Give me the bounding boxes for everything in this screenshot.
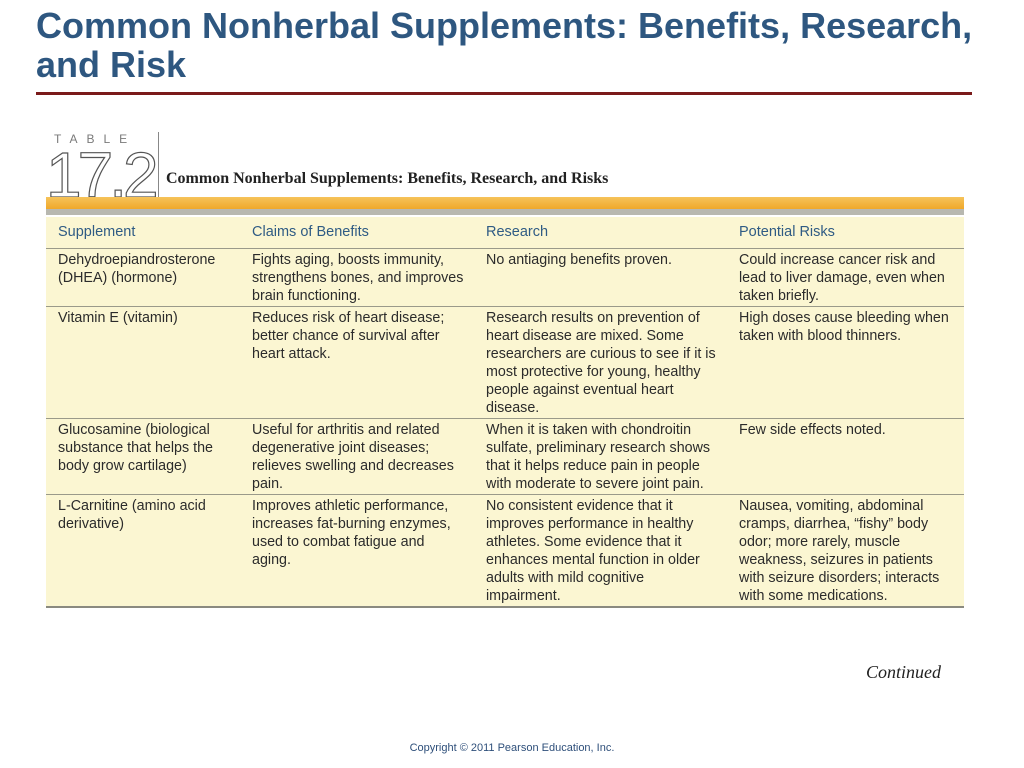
cell-claims: Improves athletic performance, increases… [240, 494, 474, 608]
supplements-table: Supplement Claims of Benefits Research P… [46, 217, 964, 608]
table-row: Dehydroepiandrosterone (DHEA) (hormone) … [46, 248, 964, 307]
table-header-row: Supplement Claims of Benefits Research P… [46, 217, 964, 249]
title-divider [36, 92, 972, 95]
cell-supplement: L-Carnitine (amino acid derivative) [46, 494, 240, 608]
table-header-divider [158, 132, 159, 212]
cell-claims: Reduces risk of heart disease; better ch… [240, 306, 474, 419]
table-row: L-Carnitine (amino acid derivative) Impr… [46, 494, 964, 608]
cell-risks: High doses cause bleeding when taken wit… [727, 306, 964, 419]
cell-research: No antiaging benefits proven. [474, 248, 727, 307]
column-header-claims: Claims of Benefits [240, 217, 474, 249]
table-label: TABLE [54, 132, 137, 146]
cell-supplement: Dehydroepiandrosterone (DHEA) (hormone) [46, 248, 240, 307]
cell-research: When it is taken with chondroitin sulfat… [474, 418, 727, 495]
cell-supplement: Glucosamine (biological substance that h… [46, 418, 240, 495]
cell-claims: Fights aging, boosts immunity, strengthe… [240, 248, 474, 307]
column-header-supplement: Supplement [46, 217, 240, 249]
cell-risks: Few side effects noted. [727, 418, 964, 495]
table-accent-bar [46, 197, 964, 209]
column-header-risks: Potential Risks [727, 217, 964, 249]
slide-title: Common Nonherbal Supplements: Benefits, … [36, 5, 973, 85]
cell-research: No consistent evidence that it improves … [474, 494, 727, 608]
table-accent-underbar [46, 209, 964, 215]
copyright-footer: Copyright © 2011 Pearson Education, Inc. [409, 742, 615, 754]
table-row: Vitamin E (vitamin) Reduces risk of hear… [46, 306, 964, 419]
cell-claims: Useful for arthritis and related degener… [240, 418, 474, 495]
table-caption: Common Nonherbal Supplements: Benefits, … [166, 170, 609, 187]
cell-risks: Could increase cancer risk and lead to l… [727, 248, 964, 307]
table-row: Glucosamine (biological substance that h… [46, 418, 964, 495]
cell-supplement: Vitamin E (vitamin) [46, 306, 240, 419]
cell-risks: Nausea, vomiting, abdominal cramps, diar… [727, 494, 964, 608]
continued-note: Continued [866, 662, 941, 682]
cell-research: Research results on prevention of heart … [474, 306, 727, 419]
column-header-research: Research [474, 217, 727, 249]
